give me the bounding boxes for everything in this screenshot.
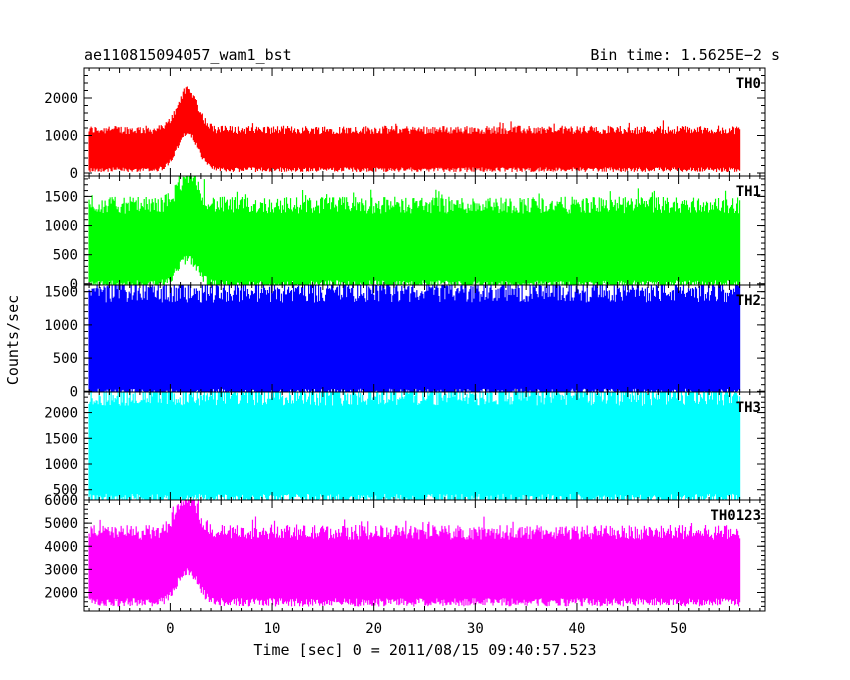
y-axis-label: Counts/sec xyxy=(4,295,22,385)
panel-label-th0123: TH0123 xyxy=(710,508,761,524)
y-tick-label: 500 xyxy=(53,483,78,499)
series-line-th0 xyxy=(88,86,741,173)
y-tick-label: 0 xyxy=(70,166,78,182)
y-tick-label: 0 xyxy=(70,384,78,400)
panel-th3: 500 1000 1500 2000 TH3 xyxy=(44,391,766,501)
panel-label-th0: TH0 xyxy=(736,76,761,92)
panel-label-th3: TH3 xyxy=(736,400,761,416)
x-tick-label: 10 xyxy=(264,621,281,637)
x-tick-label: 0 xyxy=(166,621,174,637)
series-line-th1 xyxy=(88,176,741,285)
y-tick-label: 4000 xyxy=(44,539,78,555)
x-tick-label: 40 xyxy=(569,621,586,637)
y-tick-label: 1000 xyxy=(44,129,78,145)
panel-th0: 0 1000 2000 TH0 xyxy=(44,67,766,182)
y-tick-label: 6000 xyxy=(44,493,78,509)
panel-th2: 0 500 1000 1500 TH2 xyxy=(44,284,766,400)
x-tick-label: 30 xyxy=(467,621,484,637)
panel-th1: 0 500 1000 1500 TH1 xyxy=(44,175,766,293)
series-line-th0123 xyxy=(88,500,741,607)
y-tick-label: 2000 xyxy=(44,586,78,602)
series-line-th3 xyxy=(88,392,741,500)
x-tick-label: 50 xyxy=(670,621,687,637)
x-axis-label: Time [sec] 0 = 2011/08/15 09:40:57.523 xyxy=(253,641,596,659)
x-tick-label: 20 xyxy=(365,621,382,637)
y-tick-label: 1500 xyxy=(44,285,78,301)
bin-time-label: Bin time: 1.5625E−2 s xyxy=(590,46,780,64)
panel-th0123: 2000 3000 4000 5000 6000 TH0123 xyxy=(44,493,766,612)
series-line-th2 xyxy=(88,285,741,392)
panel-label-th1: TH1 xyxy=(736,184,761,200)
y-tick-label: 1000 xyxy=(44,318,78,334)
y-tick-label: 2000 xyxy=(44,91,78,107)
chart-title: ae110815094057_wam1_bst xyxy=(84,46,292,64)
y-tick-label: 1000 xyxy=(44,219,78,235)
y-tick-label: 0 xyxy=(70,277,78,293)
y-tick-label: 1500 xyxy=(44,189,78,205)
panel-label-th2: TH2 xyxy=(736,293,761,309)
y-tick-label: 1000 xyxy=(44,457,78,473)
y-tick-label: 2000 xyxy=(44,406,78,422)
y-tick-label: 500 xyxy=(53,351,78,367)
y-tick-label: 500 xyxy=(53,248,78,264)
y-tick-label: 5000 xyxy=(44,516,78,532)
y-tick-label: 3000 xyxy=(44,562,78,578)
y-tick-label: 1500 xyxy=(44,431,78,447)
